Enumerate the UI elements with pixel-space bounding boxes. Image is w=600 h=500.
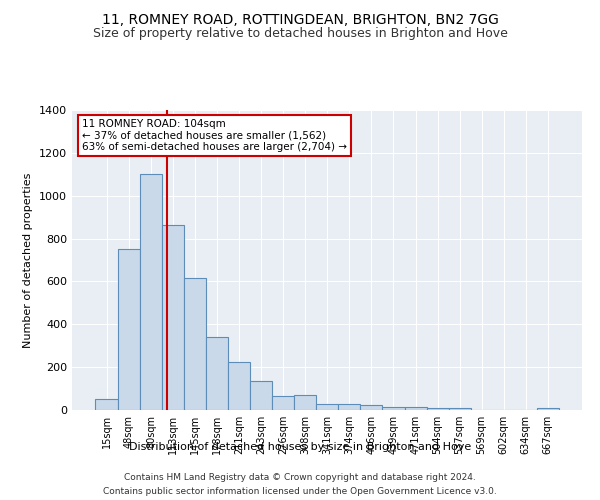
Bar (361, 406, 382, 410)
Bar (184, 278, 206, 410)
Bar (316, 404, 338, 410)
Bar (427, 408, 449, 410)
Bar (294, 395, 316, 410)
Text: Contains public sector information licensed under the Open Government Licence v3: Contains public sector information licen… (103, 488, 497, 496)
Y-axis label: Number of detached properties: Number of detached properties (23, 172, 34, 348)
Bar (449, 408, 470, 410)
Bar (95, 400, 118, 410)
Bar (140, 174, 162, 410)
Bar (162, 224, 184, 410)
Bar (404, 407, 427, 410)
Bar (382, 407, 404, 410)
Text: Distribution of detached houses by size in Brighton and Hove: Distribution of detached houses by size … (129, 442, 471, 452)
Bar (338, 404, 361, 410)
Text: 11, ROMNEY ROAD, ROTTINGDEAN, BRIGHTON, BN2 7GG: 11, ROMNEY ROAD, ROTTINGDEAN, BRIGHTON, … (101, 12, 499, 26)
Bar (250, 381, 272, 410)
Bar (228, 362, 250, 410)
Bar (206, 337, 228, 410)
Text: Contains HM Land Registry data © Crown copyright and database right 2024.: Contains HM Land Registry data © Crown c… (124, 472, 476, 482)
Bar (272, 396, 294, 410)
Text: Size of property relative to detached houses in Brighton and Hove: Size of property relative to detached ho… (92, 28, 508, 40)
Bar (537, 408, 559, 410)
Text: 11 ROMNEY ROAD: 104sqm
← 37% of detached houses are smaller (1,562)
63% of semi-: 11 ROMNEY ROAD: 104sqm ← 37% of detached… (82, 119, 347, 152)
Bar (118, 250, 140, 410)
